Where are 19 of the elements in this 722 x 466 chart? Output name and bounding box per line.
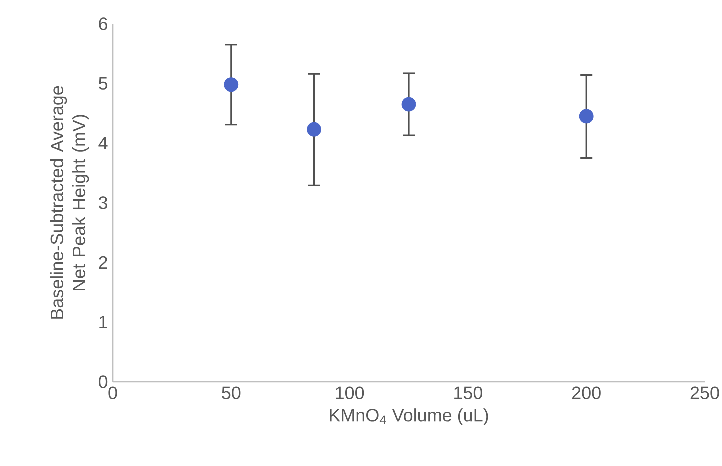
point xyxy=(402,97,416,112)
x-tick-label: 0 xyxy=(108,386,118,400)
y-axis-title: Baseline-Subtracted Average Net Peak Height (mV) xyxy=(50,86,90,319)
point xyxy=(579,109,594,124)
x-tick-label: 200 xyxy=(572,386,601,400)
x-tick-label: 250 xyxy=(690,386,720,400)
y-tick-label: 2 xyxy=(99,256,108,269)
y-tick-label: 0 xyxy=(98,376,108,388)
point xyxy=(224,78,239,92)
y-tick-label: 5 xyxy=(98,77,108,90)
y-tick-label: 6 xyxy=(99,18,108,30)
x-tick-label: 150 xyxy=(454,386,483,400)
y-tick-label: 3 xyxy=(98,196,108,210)
y-tick-label: 1 xyxy=(100,316,108,329)
x-tick-label: 100 xyxy=(336,386,364,400)
x-tick-label: 50 xyxy=(222,386,241,400)
y-tick-label: 4 xyxy=(98,137,108,150)
point xyxy=(307,122,322,137)
x-axis-title: KMnO$_{4}$ Volume (uL) xyxy=(330,408,488,426)
